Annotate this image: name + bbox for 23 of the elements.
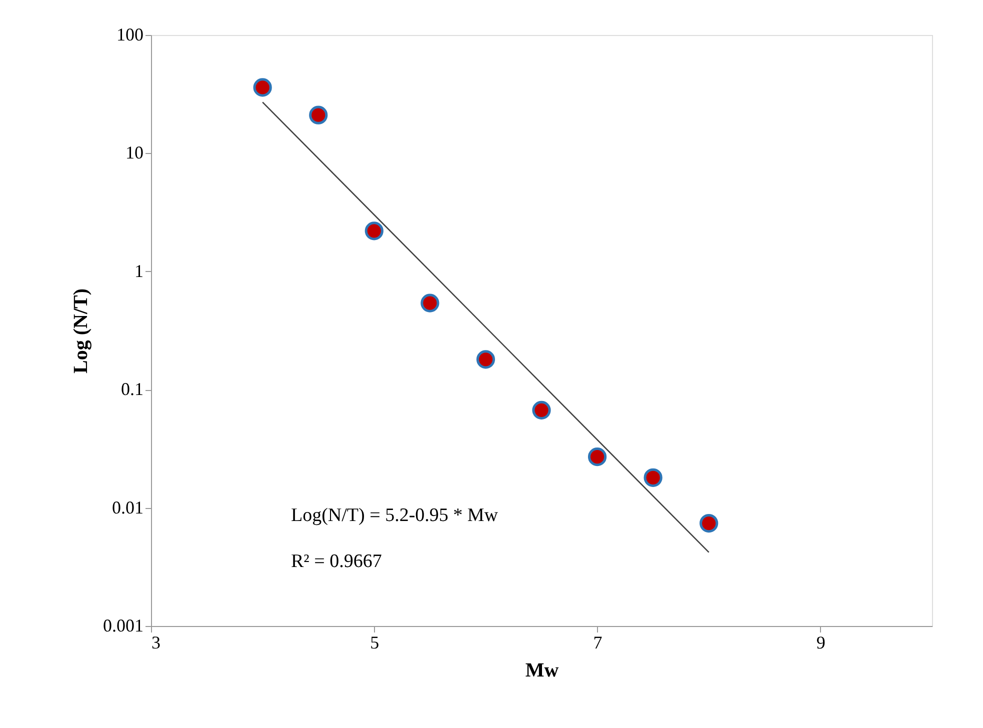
point bbox=[364, 222, 384, 240]
x-tick-label: 5 bbox=[370, 632, 380, 652]
point bbox=[420, 294, 440, 312]
x-axis-title: Mw bbox=[525, 660, 560, 682]
y-tick-label: 0.001 bbox=[103, 616, 144, 636]
point bbox=[700, 514, 718, 533]
point bbox=[644, 468, 662, 487]
y-tick-label: 10 bbox=[126, 142, 144, 163]
point bbox=[309, 106, 328, 124]
point bbox=[532, 400, 551, 420]
x-tick-label: 9 bbox=[816, 632, 826, 652]
annotation: Log(N/T) = 5.2-0.95 * Mw bbox=[291, 505, 498, 526]
x-tick-label: 7 bbox=[593, 632, 602, 652]
y-tick-label: 100 bbox=[116, 24, 144, 44]
point bbox=[253, 78, 272, 97]
y-tick-label: 1 bbox=[134, 260, 144, 281]
y-tick-label: 0.1 bbox=[121, 379, 144, 400]
point bbox=[588, 448, 607, 466]
point bbox=[476, 350, 496, 369]
x-tick-label: 3 bbox=[152, 632, 160, 652]
y-axis-title: Log (N/T) bbox=[70, 288, 92, 374]
annotation: R² = 0.9667 bbox=[291, 551, 382, 572]
y-tick-label: 0.01 bbox=[112, 497, 144, 518]
